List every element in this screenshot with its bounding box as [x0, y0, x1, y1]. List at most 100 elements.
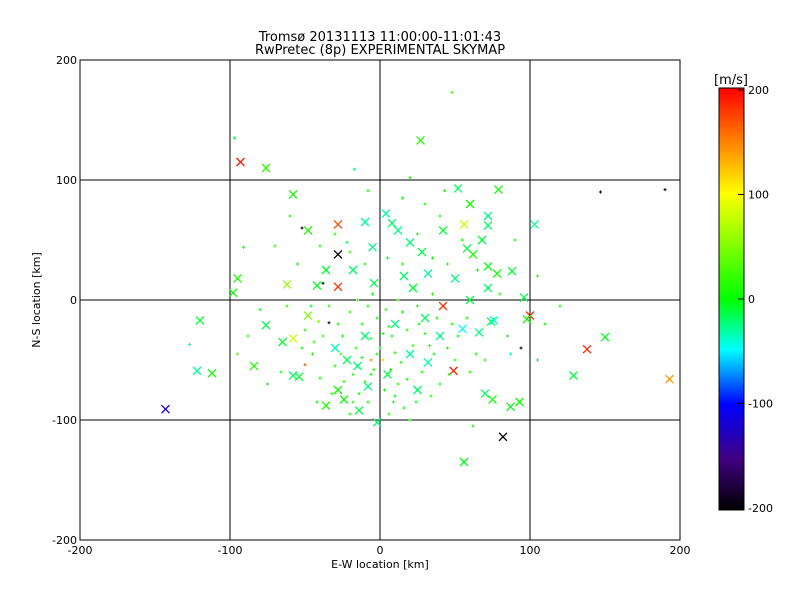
dot-point [371, 292, 374, 296]
dot-point [390, 334, 394, 338]
cross-stroke [465, 295, 475, 305]
cross-point [480, 389, 490, 399]
dot-point [300, 226, 304, 230]
cross-stroke [506, 402, 515, 412]
dot-point [429, 394, 433, 398]
dot-point [375, 352, 379, 356]
cross-point [249, 361, 259, 371]
cross-point [383, 369, 392, 379]
cross-stroke [312, 281, 322, 291]
colorbar-tick-label: -100 [748, 398, 773, 411]
cross-stroke [489, 315, 499, 325]
y-axis-label: N-S location [km] [30, 252, 43, 348]
cross-point [278, 337, 287, 347]
dot-point [423, 202, 427, 206]
cross-stroke [435, 331, 445, 341]
cross-point [348, 265, 358, 275]
y-tick-label: 100 [56, 174, 77, 187]
cross-point [228, 288, 238, 298]
cross-stroke [261, 163, 271, 173]
cross-stroke [438, 225, 448, 235]
cross-point [353, 361, 362, 371]
dot-point [279, 370, 283, 374]
cross-point [459, 457, 469, 467]
cross-point [483, 221, 493, 231]
cross-point [449, 366, 458, 376]
cross-stroke [417, 247, 427, 257]
dot-point [461, 238, 464, 242]
cross-stroke [236, 157, 245, 167]
dot-point [246, 334, 250, 338]
dot-point [258, 308, 262, 312]
dot-point [369, 372, 373, 376]
cross-stroke [195, 315, 205, 325]
cross-stroke [483, 261, 493, 271]
cross-stroke [333, 385, 343, 395]
dot-point [399, 360, 403, 364]
dot-point [360, 322, 364, 326]
cross-point [288, 333, 298, 343]
cross-point [417, 247, 427, 257]
cross-point [420, 313, 430, 323]
cross-stroke [480, 389, 490, 399]
cross-point [393, 225, 403, 235]
dot-point [416, 304, 419, 308]
cross-point [519, 293, 529, 303]
cross-stroke [522, 314, 532, 324]
dot-point [339, 352, 343, 356]
cross-stroke [339, 395, 349, 405]
dot-point [363, 262, 367, 266]
cross-stroke [381, 209, 391, 219]
dot-point [450, 322, 454, 326]
cross-point [507, 266, 517, 276]
cross-stroke [515, 397, 524, 407]
cross-point [582, 344, 592, 354]
cross-stroke [333, 282, 343, 292]
cross-stroke [468, 249, 478, 259]
cross-point [368, 242, 377, 252]
cross-point [387, 218, 397, 228]
dot-point [311, 352, 314, 356]
dot-point [285, 304, 289, 308]
cross-point [342, 355, 352, 365]
cross-stroke [405, 349, 415, 359]
dot-point [273, 244, 277, 248]
cross-point [321, 401, 331, 411]
cross-point [459, 219, 469, 229]
dot-point [431, 256, 434, 260]
cross-point [363, 381, 373, 391]
dot-point [558, 304, 562, 308]
cross-stroke [288, 333, 298, 343]
cross-point [390, 319, 400, 329]
cross-stroke [453, 183, 463, 193]
dot-point [408, 176, 412, 180]
cross-stroke [330, 343, 340, 353]
cross-point [522, 314, 532, 324]
cross-stroke [363, 381, 373, 391]
cross-point [405, 237, 415, 247]
cross-stroke [486, 317, 496, 327]
cross-point [530, 219, 539, 229]
cross-stroke [342, 355, 352, 365]
cross-point [474, 327, 484, 337]
cross-stroke [458, 324, 467, 334]
dot-point [447, 372, 451, 376]
dot-point [353, 167, 356, 171]
cross-stroke [483, 283, 493, 293]
cross-stroke [303, 225, 313, 235]
cross-point [330, 343, 340, 353]
dot-point [188, 342, 191, 346]
dot-point [483, 358, 487, 362]
cross-point [233, 273, 242, 283]
dot-point [401, 262, 404, 266]
dot-point [383, 388, 386, 392]
dot-point [381, 332, 385, 336]
cross-stroke [405, 237, 415, 247]
dot-point [393, 351, 397, 355]
dot-point [389, 368, 392, 372]
cross-point [261, 163, 271, 173]
dot-point [474, 352, 478, 356]
dot-point [384, 308, 388, 312]
cross-stroke [288, 189, 298, 199]
